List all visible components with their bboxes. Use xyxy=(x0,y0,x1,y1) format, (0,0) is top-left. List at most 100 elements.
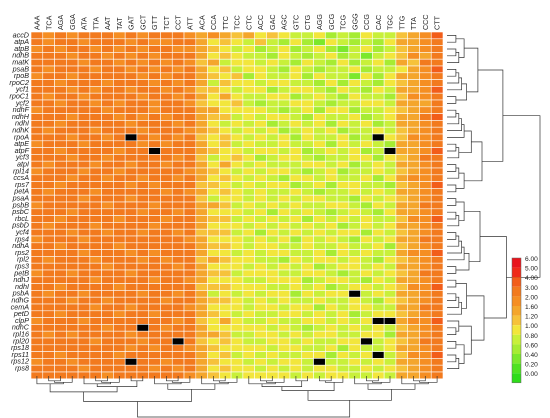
heatmap-cell xyxy=(289,317,303,325)
heatmap-cell xyxy=(348,79,361,87)
heatmap-cell xyxy=(77,160,91,169)
heatmap-cell xyxy=(136,364,150,373)
heatmap-cell xyxy=(277,310,291,318)
heatmap-cell xyxy=(207,256,220,264)
heatmap-cell xyxy=(89,120,102,128)
row-label: rpoB xyxy=(14,71,29,80)
heatmap-cell xyxy=(336,317,350,325)
heatmap-cell xyxy=(171,147,185,155)
heatmap-cell xyxy=(407,330,420,339)
heatmap-cell xyxy=(219,147,232,155)
heatmap-cell xyxy=(301,310,314,318)
heatmap-cell xyxy=(42,290,55,298)
heatmap-cell xyxy=(66,58,79,67)
heatmap-cell xyxy=(266,72,279,80)
heatmap-cell xyxy=(219,324,232,332)
heatmap-cell xyxy=(124,86,138,94)
heatmap-cell xyxy=(289,330,303,339)
heatmap-cell xyxy=(171,58,185,67)
heatmap-cell xyxy=(348,92,361,101)
heatmap-cell xyxy=(136,201,150,210)
heatmap-cell xyxy=(230,317,244,325)
heatmap-cell xyxy=(395,65,408,74)
heatmap-cell xyxy=(419,174,432,182)
heatmap-cell xyxy=(30,351,44,359)
heatmap-cell xyxy=(277,276,291,284)
heatmap-cell xyxy=(383,276,397,284)
heatmap-cell xyxy=(160,317,173,325)
row-label: ycf2 xyxy=(15,98,29,107)
heatmap-cell xyxy=(148,249,161,257)
heatmap-cell xyxy=(89,208,102,216)
heatmap-cell xyxy=(183,154,197,162)
heatmap-cell xyxy=(324,330,338,339)
heatmap-cell xyxy=(124,154,138,162)
heatmap-cell xyxy=(277,222,291,230)
heatmap-cell xyxy=(101,79,114,87)
heatmap-cell xyxy=(54,330,67,339)
heatmap-cell xyxy=(230,283,244,291)
heatmap-cell xyxy=(348,324,361,332)
heatmap-cell xyxy=(419,242,432,250)
heatmap-cell xyxy=(289,52,303,60)
column-label: GCG xyxy=(327,13,336,30)
heatmap-cell xyxy=(266,147,279,155)
heatmap-cell xyxy=(42,269,55,278)
heatmap-cell xyxy=(66,174,79,182)
heatmap-cell xyxy=(77,310,91,318)
heatmap-cell xyxy=(430,106,444,114)
heatmap-cell xyxy=(54,310,67,318)
row-label: atpI xyxy=(17,160,29,169)
row-label: ycf3 xyxy=(15,153,29,162)
heatmap-cell xyxy=(148,201,161,210)
row-label: rps8 xyxy=(15,364,29,373)
heatmap-cell xyxy=(254,364,267,373)
heatmap-cell xyxy=(160,31,173,40)
colorbar-swatch xyxy=(512,373,521,383)
heatmap-cell xyxy=(195,228,208,237)
heatmap-cell xyxy=(395,296,408,305)
row-label: rps12 xyxy=(11,357,29,366)
row-dendrogram-branch xyxy=(447,69,457,77)
colorbar-tick-label: 0.80 xyxy=(525,333,538,340)
heatmap-cell xyxy=(254,72,267,80)
heatmap-cell xyxy=(289,160,303,169)
heatmap-cell xyxy=(136,269,150,278)
heatmap-cell xyxy=(277,160,291,169)
heatmap-cell xyxy=(136,181,150,189)
heatmap-cell xyxy=(195,188,208,196)
heatmap-cell xyxy=(171,133,185,142)
heatmap-cell xyxy=(277,147,291,155)
heatmap-cell xyxy=(101,86,114,94)
heatmap-cell xyxy=(407,126,420,135)
heatmap-cell xyxy=(66,38,79,46)
heatmap-cell xyxy=(230,310,244,318)
heatmap-cell xyxy=(160,283,173,291)
heatmap-cell xyxy=(230,290,244,298)
heatmap-cell xyxy=(89,330,102,339)
heatmap-cell xyxy=(66,296,79,305)
heatmap-cell xyxy=(136,133,150,142)
heatmap-cell xyxy=(183,256,197,264)
heatmap-cell xyxy=(183,283,197,291)
heatmap-cell xyxy=(207,262,220,271)
heatmap-cell xyxy=(242,99,255,108)
heatmap-cell xyxy=(89,147,102,155)
heatmap-cell xyxy=(348,310,361,318)
heatmap-cell xyxy=(254,181,267,189)
heatmap-cell xyxy=(195,126,208,135)
heatmap-cell xyxy=(324,256,338,264)
heatmap-cell xyxy=(136,296,150,305)
heatmap-cell xyxy=(372,364,385,373)
column-label: CAC xyxy=(374,15,383,30)
heatmap-cell xyxy=(372,358,385,366)
heatmap-cell xyxy=(77,113,91,121)
heatmap-cell xyxy=(89,324,102,332)
heatmap-cell xyxy=(148,92,161,101)
heatmap-cell xyxy=(124,364,138,373)
heatmap-cell xyxy=(136,358,150,366)
heatmap-cell xyxy=(219,92,232,101)
heatmap-cell xyxy=(207,358,220,366)
heatmap-cell xyxy=(66,92,79,101)
heatmap-cell xyxy=(195,351,208,359)
